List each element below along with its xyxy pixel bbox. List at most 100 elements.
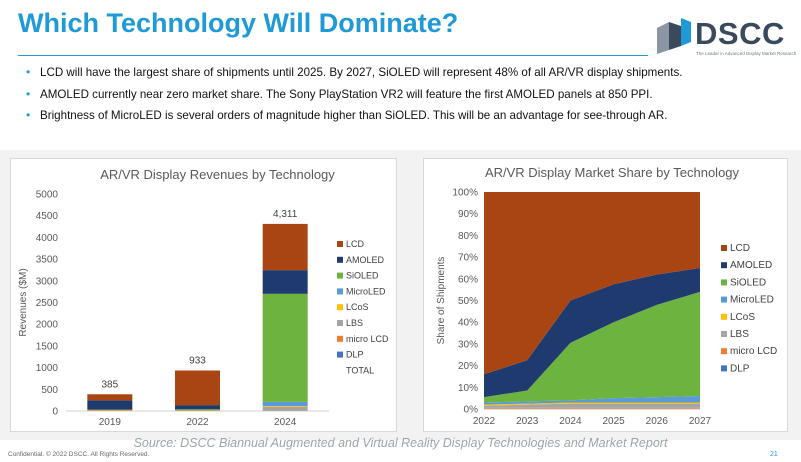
bar-segment-micro-lcd [87, 410, 133, 411]
area-series-lbs [484, 403, 700, 408]
y-tick-label: 1000 [36, 363, 59, 374]
y-tick-label: 3000 [36, 276, 59, 287]
bar-segment-amoled [262, 270, 308, 294]
legend-label: LCD [346, 239, 365, 249]
legend-label: TOTAL [346, 365, 374, 375]
logo-tagline: The Leader in Advanced Display Market Re… [696, 51, 797, 56]
revenue-bar-chart: AR/VR Display Revenues by Technology Reve… [18, 167, 389, 428]
x-tick-label: 2024 [559, 416, 582, 427]
legend-swatch [337, 241, 343, 247]
legend-swatch [721, 313, 727, 320]
bullet-item: • Brightness of MicroLED is several order… [26, 108, 682, 123]
x-tick-label: 2025 [602, 416, 625, 427]
bullet-text: LCD will have the largest share of shipm… [40, 66, 683, 79]
x-tick-label: 2022 [473, 416, 496, 427]
y-tick-label: 0% [464, 405, 479, 416]
x-tick-label: 2022 [186, 417, 209, 428]
y-tick-label: 4500 [36, 211, 59, 222]
legend-swatch [721, 245, 727, 251]
y-tick-label: 90% [458, 209, 478, 220]
legend-swatch [721, 296, 727, 303]
bar-segment-lbs [262, 406, 308, 411]
y-tick-label: 80% [458, 231, 478, 242]
y-tick-label: 40% [458, 318, 478, 329]
dscc-logo-icon [657, 18, 691, 54]
y-tick-label: 60% [458, 274, 478, 285]
legend-label: AMOLED [346, 255, 385, 265]
bar-segment-lcd [262, 223, 308, 271]
y-tick-label: 0 [52, 407, 58, 418]
legend-label: LCD [730, 243, 750, 254]
logo-text: DSCC [695, 16, 785, 51]
legend-label: micro LCD [730, 346, 777, 357]
legend-label: micro LCD [346, 334, 389, 344]
confidential-note: Confidential. © 2022 DSCC. All Rights Re… [8, 451, 150, 458]
bullet-dot-icon: • [26, 86, 31, 101]
bar-segment-lcos [262, 406, 308, 407]
share-chart-panel: AR/VR Display Market Share by Technology… [423, 158, 788, 432]
title-divider [18, 55, 648, 56]
legend-swatch [721, 365, 727, 372]
bullet-dot-icon: • [26, 108, 31, 123]
revenue-chart-panel: AR/VR Display Revenues by Technology Reve… [10, 158, 397, 432]
legend-label: LBS [346, 318, 363, 328]
area-series-lcd [484, 192, 700, 375]
x-tick-label: 2027 [689, 416, 712, 427]
bar-segment-lcd [87, 394, 133, 401]
y-tick-label: 2000 [36, 320, 59, 331]
legend-label: MicroLED [346, 286, 386, 296]
bullet-text: Brightness of MicroLED is several orders… [40, 109, 668, 123]
legend-swatch [337, 351, 343, 358]
page-title: Which Technology Will Dominate? [18, 8, 459, 38]
bar-segment-amoled [175, 405, 220, 410]
legend-label: SiOLED [730, 277, 766, 288]
bullet-list: • LCD will have the largest share of ship… [26, 65, 683, 131]
legend-swatch [337, 320, 343, 326]
legend-swatch [337, 304, 343, 311]
x-tick-label: 2024 [274, 417, 297, 428]
y-tick-label: 4000 [36, 233, 59, 244]
share-area-chart: AR/VR Display Market Share by Technology… [436, 165, 777, 427]
bar-segment-sioled [175, 409, 220, 411]
legend-swatch [337, 256, 343, 263]
legend-swatch [337, 288, 343, 295]
x-tick-label: 2023 [516, 416, 539, 427]
bullet-dot-icon: • [26, 65, 31, 79]
legend-swatch [337, 272, 343, 279]
bar-segment-amoled [87, 400, 133, 410]
chart-title: AR/VR Display Market Share by Technology [485, 165, 740, 180]
legend-swatch [721, 348, 727, 355]
y-tick-label: 5000 [36, 190, 59, 201]
legend-swatch [337, 335, 343, 342]
bar-total-label: 933 [189, 356, 206, 367]
area-series-sioled [484, 291, 700, 403]
legend-label: DLP [730, 363, 750, 374]
legend-label: MicroLED [730, 295, 774, 306]
bullet-item: • LCD will have the largest share of ship… [26, 65, 683, 79]
x-tick-label: 2026 [646, 416, 669, 427]
legend-swatch [721, 279, 727, 286]
page-number: 21 [770, 451, 778, 458]
x-tick-label: 2019 [99, 417, 122, 428]
y-tick-label: 100% [452, 188, 478, 199]
bar-total-label: 4,311 [273, 209, 298, 220]
y-axis-label: Revenues ($M) [18, 268, 29, 336]
legend-label: LBS [730, 329, 749, 340]
legend-label: AMOLED [730, 260, 772, 271]
y-tick-label: 3500 [36, 255, 59, 266]
bar-total-label: 385 [101, 379, 118, 390]
legend-swatch [721, 262, 727, 269]
y-axis-label: Share of Shipments [436, 257, 447, 345]
y-tick-label: 70% [458, 253, 478, 264]
y-tick-label: 50% [458, 296, 478, 307]
area-series-microled [484, 395, 700, 405]
dscc-logo: DSCC The Leader in Advanced Display Mark… [655, 16, 796, 60]
bar-segment-microled [262, 401, 308, 407]
source-note: Source: DSCC Biannual Augmented and Virt… [133, 436, 668, 450]
y-tick-label: 30% [458, 339, 478, 350]
chart-title: AR/VR Display Revenues by Technology [100, 167, 335, 182]
y-tick-label: 2500 [36, 298, 59, 309]
y-tick-label: 20% [458, 361, 478, 372]
y-tick-label: 1500 [36, 341, 59, 352]
bar-segment-sioled [262, 293, 308, 402]
